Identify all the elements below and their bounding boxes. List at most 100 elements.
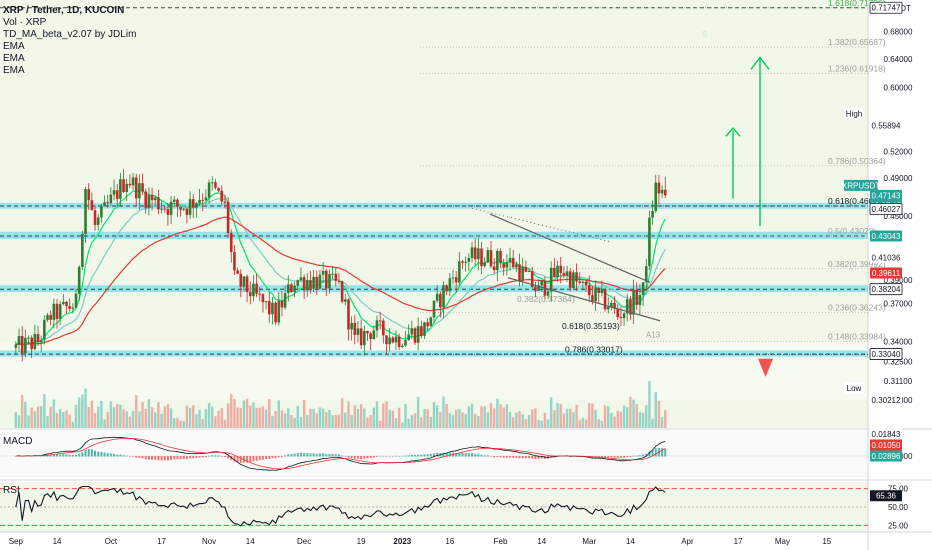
macd-bar (141, 456, 144, 459)
macd-tag-bg (870, 439, 902, 451)
macd-bar (208, 455, 211, 457)
indicator-ema-1[interactable]: EMA (3, 41, 25, 52)
candle-body (17, 336, 21, 345)
volume-bar (657, 400, 661, 428)
macd-bar (220, 456, 223, 457)
macd-bar (90, 449, 93, 457)
macd-bar (160, 456, 163, 461)
macd-bar (179, 456, 182, 460)
macd-bar (322, 453, 325, 457)
volume-bar (52, 399, 56, 428)
volume-bar (534, 408, 537, 428)
price-tick: 0.49000 (884, 174, 913, 183)
volume-bar (62, 412, 65, 428)
candle-body (540, 280, 544, 286)
indicator-td-ma[interactable]: TD_MA_beta_v2.07 by JDLim (3, 29, 137, 40)
volume-bar (214, 416, 217, 428)
candle-body (283, 293, 287, 308)
volume-bar (287, 408, 290, 428)
support-band (0, 285, 868, 293)
time-tick: Mar (582, 537, 596, 546)
indicator-ema-3[interactable]: EMA (3, 65, 25, 76)
volume-bar (546, 419, 550, 428)
candle-body (169, 201, 173, 215)
candle-body (267, 301, 271, 315)
macd-bar (309, 453, 312, 457)
volume-bar (135, 395, 138, 428)
macd-bar (284, 455, 287, 457)
fib-label: 0.236(0.36243) (828, 303, 886, 313)
macd-title[interactable]: MACD (3, 436, 33, 447)
volume-bar (648, 381, 651, 428)
volume-bar (185, 405, 189, 428)
candle-body (435, 293, 439, 301)
candle-body (518, 264, 521, 281)
volume-bar (515, 412, 518, 428)
volume-bar (17, 415, 21, 428)
macd-bar (246, 456, 249, 463)
candle-body (290, 284, 293, 292)
macd-bar (151, 456, 154, 460)
candle-body (530, 270, 534, 288)
volume-bar (204, 409, 208, 428)
volume-bar (334, 414, 337, 428)
time-tick: 15 (822, 537, 831, 546)
price-tag-bg (870, 251, 902, 263)
volume-bar (356, 408, 360, 428)
symbol-title[interactable]: XRP / Tether, 1D, KUCOIN (3, 5, 125, 16)
price-tag: 0.71747 (872, 4, 901, 13)
macd-bar (344, 455, 347, 457)
rsi-title[interactable]: RSI (3, 485, 20, 496)
candle-body (153, 197, 157, 201)
volume-bar (49, 406, 52, 428)
price-tag: 0.30212 (872, 396, 901, 405)
candle-body (505, 262, 509, 268)
volume-bar (616, 410, 619, 428)
volume-bar (420, 417, 423, 428)
candle-body (410, 328, 414, 335)
volume-bar (245, 398, 249, 428)
macd-bar (499, 456, 502, 458)
candle-body (448, 278, 452, 292)
indicator-ema-2[interactable]: EMA (3, 53, 25, 64)
volume-bar (654, 392, 657, 428)
volume-bar (27, 415, 30, 428)
rsi-tick: 25.00 (888, 521, 909, 530)
candle-body (138, 183, 141, 199)
price-tag: 0.55894 (872, 121, 901, 130)
ema-line (15, 216, 666, 346)
candle-body (71, 307, 75, 309)
volume-bar (477, 415, 480, 428)
candle-body (65, 301, 68, 307)
candle-body (245, 276, 249, 292)
macd-bar (211, 455, 214, 457)
sell-signal-triangle (758, 358, 773, 377)
candle-body (286, 284, 290, 294)
candle-body (654, 182, 658, 211)
macd-bar (277, 456, 280, 458)
volume-bar (597, 419, 600, 428)
main-pane-tint (0, 0, 868, 428)
candle-body (271, 302, 274, 315)
candle-body (353, 322, 357, 335)
candle-body (575, 272, 578, 282)
candle-body (537, 285, 540, 291)
volume-bar (486, 412, 490, 428)
indicator-volume[interactable]: Vol · XRP (3, 17, 47, 28)
volume-bar (160, 413, 163, 428)
volume-bar (363, 408, 366, 428)
macd-bar (600, 456, 603, 458)
volume-bar (622, 405, 626, 428)
chart-legend: XRP / Tether, 1D, KUCOIN Vol · XRP TD_MA… (3, 5, 136, 77)
macd-bar (132, 456, 135, 457)
volume-bar (664, 410, 667, 428)
candle-body (198, 199, 201, 204)
candle-body (58, 304, 62, 319)
candle-body (372, 330, 376, 340)
candle-body (305, 280, 309, 291)
macd-bar (325, 453, 328, 457)
volume-bar (607, 406, 610, 428)
candle-body (343, 299, 347, 302)
candle-body (553, 267, 556, 277)
